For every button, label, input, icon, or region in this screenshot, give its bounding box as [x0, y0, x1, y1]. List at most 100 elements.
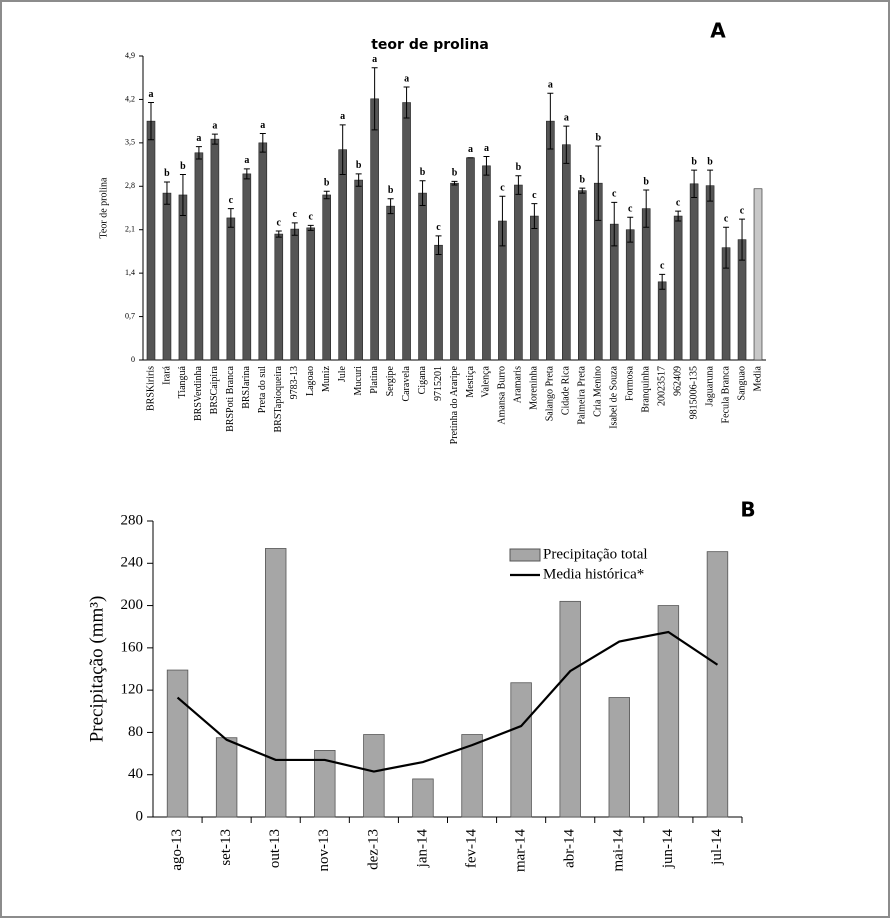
bar	[178, 194, 188, 361]
x-tick-label: BRSJarina	[241, 365, 252, 408]
bar	[510, 682, 532, 818]
legend-label: Precipitação total	[543, 546, 648, 562]
y-axis-label: Teor de prolina	[98, 177, 109, 239]
legend-swatch	[509, 548, 541, 562]
error-bar	[499, 195, 506, 247]
bar	[657, 281, 667, 361]
panel-label: A	[710, 19, 726, 43]
error-bar	[579, 187, 586, 194]
significance-letter: c	[309, 212, 314, 223]
error-bar	[387, 198, 394, 215]
x-tick-label: Preta do sul	[257, 366, 268, 413]
x-tick-label: BRSTapioqueira	[273, 365, 284, 432]
error-bar	[659, 273, 666, 290]
significance-letter: c	[229, 195, 234, 206]
x-tick-label: Cidade Rica	[561, 365, 572, 415]
x-tick-label: fev-14	[463, 829, 479, 869]
bar	[162, 192, 172, 361]
line	[176, 630, 719, 773]
bar	[258, 142, 268, 361]
x-tick-label: 9783-13	[289, 366, 300, 399]
error-bar	[275, 230, 282, 238]
x-tick-label: Cigana	[417, 365, 428, 394]
bar	[210, 138, 220, 361]
y-tick-label: 0,7	[125, 311, 135, 320]
y-tick-label: 3,5	[125, 138, 135, 147]
y-tick-label: 200	[121, 597, 144, 613]
significance-letter: b	[388, 185, 394, 196]
significance-letter: a	[244, 155, 249, 166]
x-tick-label: BRSCaipira	[209, 365, 220, 414]
significance-letter: b	[356, 160, 362, 171]
significance-letter: a	[404, 73, 409, 84]
x-tick-label: mar-14	[513, 829, 529, 873]
x-tick-label: Irará	[161, 365, 172, 384]
error-bar	[227, 208, 234, 228]
error-bar	[291, 222, 298, 236]
bar	[461, 734, 483, 818]
y-axis-label: Precipitação (mm³)	[86, 596, 107, 743]
x-tick-label: 9815006-135	[688, 366, 699, 419]
bar	[641, 208, 651, 361]
error-bar	[451, 180, 458, 186]
significance-letter: a	[148, 89, 153, 100]
significance-letter: c	[740, 205, 745, 216]
bar	[559, 600, 581, 818]
bar	[706, 551, 729, 818]
y-tick-label: 40	[128, 766, 143, 782]
error-bar	[211, 133, 218, 145]
x-tick-label: Lagoao	[305, 366, 316, 396]
significance-letter: c	[676, 197, 681, 208]
legend-label: Media histórica*	[543, 566, 644, 582]
x-tick-label: Palmeira Preta	[577, 365, 588, 424]
x-tick-label: jun-14	[660, 829, 676, 870]
bar	[274, 233, 284, 361]
error-bar	[307, 224, 314, 231]
y-tick-label: 80	[128, 724, 143, 740]
bar	[265, 548, 287, 818]
x-tick-label: Valença	[481, 365, 492, 397]
bar	[753, 188, 763, 361]
x-tick-label: set-13	[218, 829, 234, 866]
x-tick-label: out-13	[267, 829, 283, 868]
bar	[625, 229, 635, 361]
y-tick-label: 0	[136, 808, 144, 824]
bar	[322, 194, 331, 361]
significance-letter: c	[532, 190, 537, 201]
x-tick-label: Jule	[337, 365, 348, 382]
bar	[314, 750, 336, 818]
error-bar	[531, 203, 538, 229]
significance-letter: a	[548, 80, 553, 91]
bar	[546, 120, 555, 361]
error-bar	[355, 173, 362, 187]
x-tick-label: Sanguao	[736, 366, 747, 400]
bar	[689, 183, 699, 361]
bar	[226, 217, 236, 361]
error-bar	[643, 189, 650, 228]
panel-label: B	[740, 498, 755, 522]
significance-letter: a	[196, 133, 201, 144]
significance-letter: b	[516, 162, 522, 173]
error-bar	[611, 201, 618, 247]
error-bar	[691, 169, 698, 198]
bar	[215, 737, 238, 818]
x-tick-label: Cria Menino	[593, 366, 604, 417]
x-tick-label: Tianguá	[177, 365, 188, 398]
bar	[530, 215, 539, 361]
bar	[562, 144, 571, 361]
y-tick-label: 0	[131, 355, 135, 364]
bar	[354, 179, 363, 361]
error-bar	[547, 92, 554, 150]
significance-letter: c	[500, 183, 505, 194]
x-tick-label: Pretinha do Araripe	[449, 365, 460, 444]
error-bar	[243, 168, 250, 180]
x-tick-label: jul-14	[709, 829, 725, 866]
error-bar	[195, 146, 202, 160]
y-tick-label: 2,1	[125, 225, 135, 234]
error-bar	[323, 190, 330, 200]
x-tick-label: BRSVerdinha	[193, 365, 204, 421]
bar	[370, 98, 379, 361]
error-bar	[675, 210, 682, 222]
x-tick-label: ago-13	[169, 829, 185, 871]
x-tick-label: Caravela	[401, 365, 412, 401]
